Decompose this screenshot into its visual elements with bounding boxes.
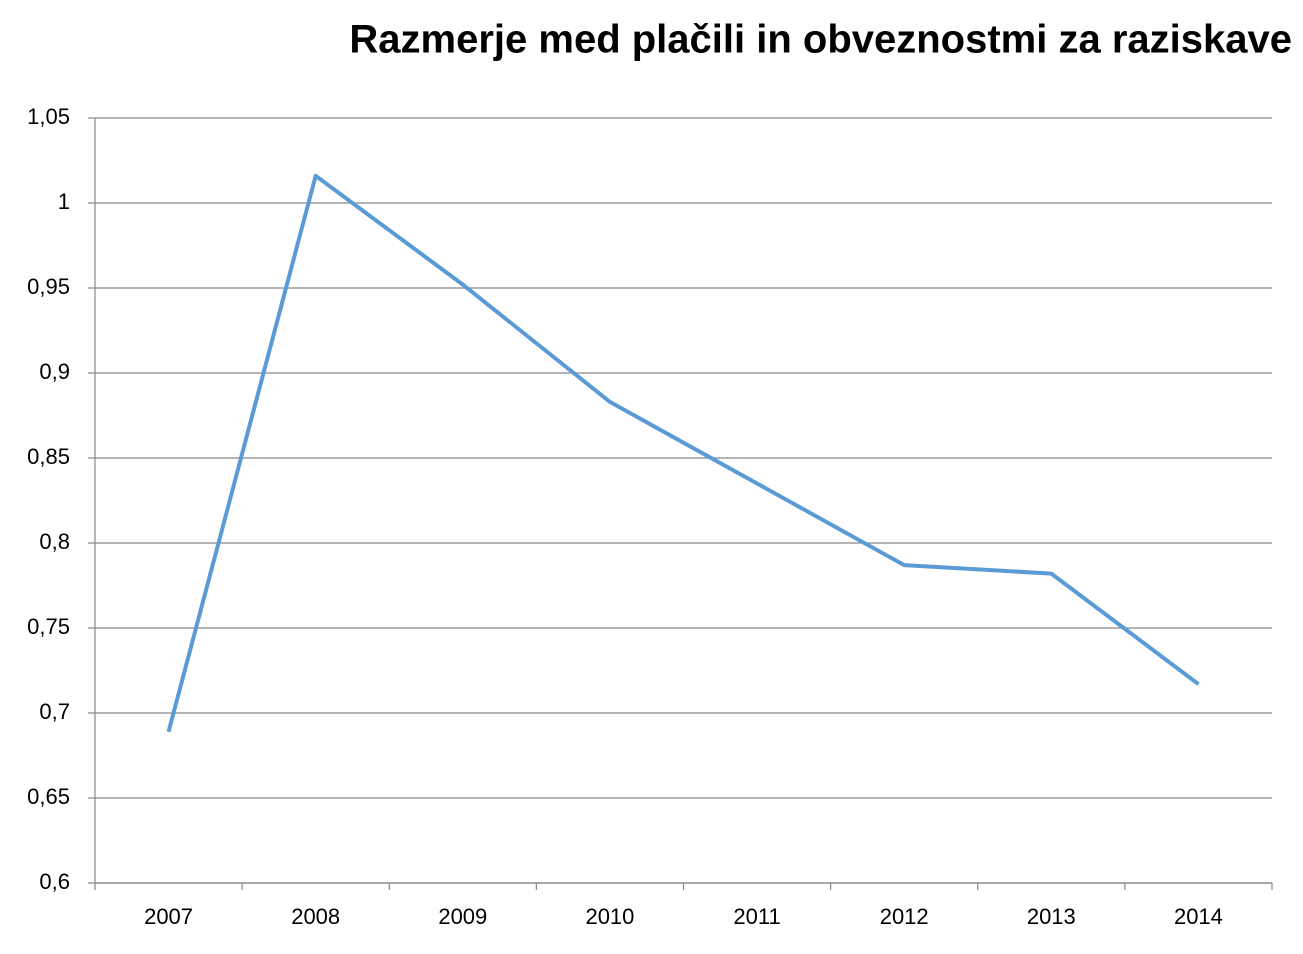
y-tick-label: 0,6 bbox=[39, 869, 70, 894]
x-tick-label: 2013 bbox=[1027, 904, 1076, 929]
x-tick-label: 2010 bbox=[585, 904, 634, 929]
x-tick-label: 2014 bbox=[1174, 904, 1223, 929]
x-tick-label: 2009 bbox=[438, 904, 487, 929]
y-tick-label: 0,8 bbox=[39, 529, 70, 554]
y-tick-label: 0,95 bbox=[27, 274, 70, 299]
x-tick-label: 2008 bbox=[291, 904, 340, 929]
x-tick-label: 2012 bbox=[880, 904, 929, 929]
y-tick-label: 0,75 bbox=[27, 614, 70, 639]
y-tick-label: 1 bbox=[58, 189, 70, 214]
y-tick-label: 0,85 bbox=[27, 444, 70, 469]
y-tick-label: 0,7 bbox=[39, 699, 70, 724]
chart-title: Razmerje med plačili in obveznostmi za r… bbox=[349, 18, 1292, 62]
y-tick-label: 0,9 bbox=[39, 359, 70, 384]
x-tick-label: 2011 bbox=[733, 904, 780, 929]
y-tick-label: 0,65 bbox=[27, 784, 70, 809]
line-series bbox=[166, 173, 1200, 733]
y-tick-label: 1,05 bbox=[27, 104, 70, 129]
x-tick-label: 2007 bbox=[144, 904, 193, 929]
